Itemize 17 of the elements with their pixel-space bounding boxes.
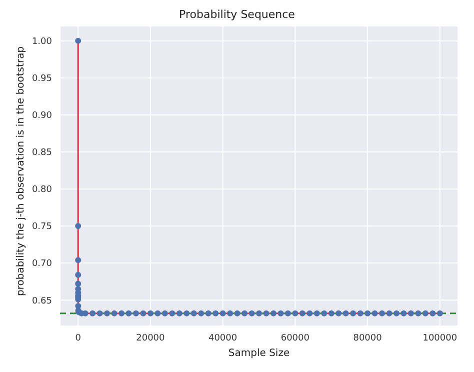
y-axis-title: probability the j-th observation is in the bootstrap (16, 46, 27, 296)
x-tick-label: 0 (75, 333, 82, 344)
y-tick-label: 0.95 (32, 74, 52, 84)
x-axis-title: Sample Size (228, 348, 290, 359)
y-tick-label: 0.75 (32, 222, 52, 232)
y-tick-label: 1.00 (32, 37, 52, 48)
x-tick-label: 100000 (422, 333, 458, 344)
y-tick-label: 0.85 (32, 148, 52, 158)
x-tick-label: 20000 (136, 333, 166, 344)
x-tick-label: 80000 (353, 333, 382, 344)
x-tick-label: 60000 (280, 333, 310, 344)
y-tick-label: 0.90 (32, 111, 52, 122)
x-tick-label: 40000 (208, 333, 238, 344)
y-tick-label: 0.80 (32, 185, 52, 196)
y-tick-label: 0.65 (32, 296, 52, 306)
chart-title: Probability Sequence (178, 8, 296, 22)
y-tick-label: 0.70 (32, 259, 52, 270)
